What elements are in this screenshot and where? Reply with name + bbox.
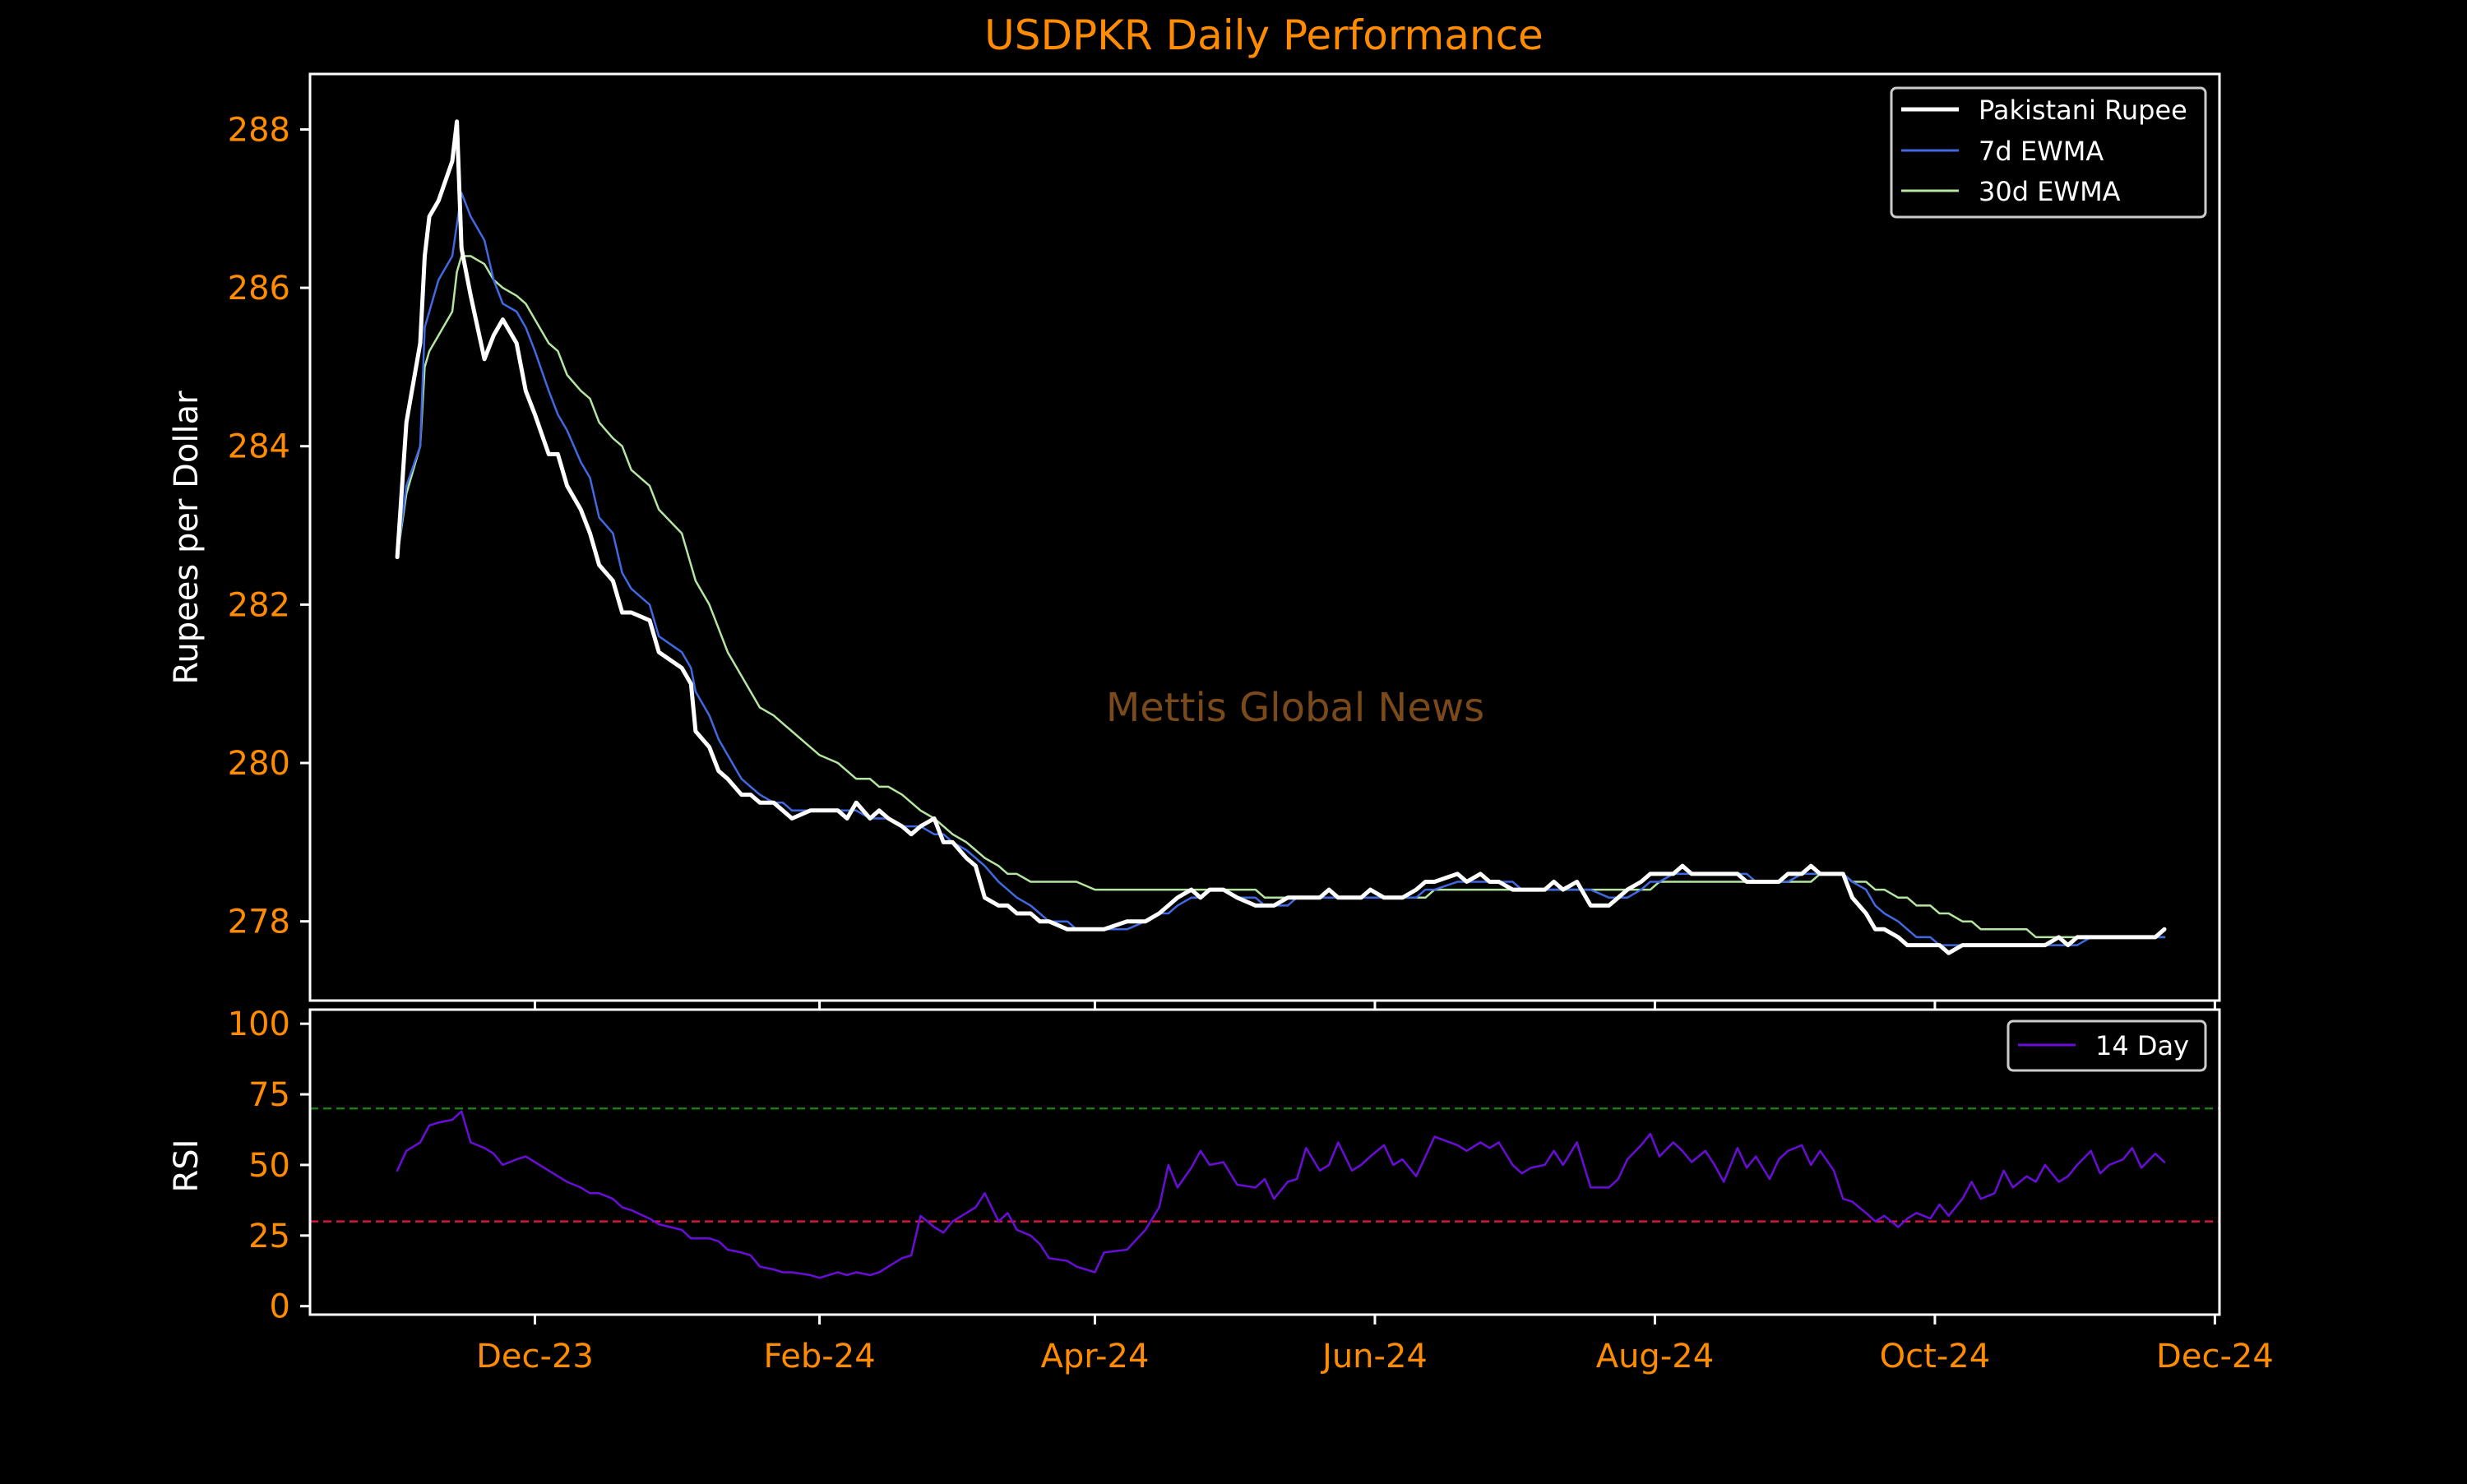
x-tick-label: Oct-24 [1880, 1338, 1991, 1375]
price-panel-frame [308, 72, 2221, 1002]
rsi-y-axis-label: RSI [168, 1140, 206, 1193]
price-y-tick-label: 282 [228, 586, 290, 624]
price-legend-box [1890, 86, 2207, 219]
price-y-tick-label: 280 [228, 745, 290, 783]
rsi-y-tick-label: 0 [270, 1288, 290, 1326]
watermark-text: Mettis Global News [1106, 685, 1484, 731]
price-legend: Pakistani Rupee 7d EWMA 30d EWMA [1890, 86, 2207, 219]
rsi-legend-box [2006, 1019, 2207, 1072]
price-y-axis-label: Rupees per Dollar [168, 391, 206, 685]
rsi-panel-frame [308, 1008, 2221, 1316]
rsi-y-tick-label: 25 [248, 1218, 290, 1255]
rsi-y-tick-label: 50 [248, 1147, 290, 1185]
x-tick-label: Feb-24 [763, 1338, 875, 1375]
price-series-lines [395, 119, 2167, 955]
rsi-panel-ticks: 0 25 50 75 100 [228, 1006, 2219, 1326]
x-tick-label: Jun-24 [1320, 1338, 1428, 1375]
price-panel-ticks: 278 280 282 284 286 288 [228, 111, 310, 941]
chart-title: USDPKR Daily Performance [984, 12, 1544, 59]
rsi-y-tick-label: 75 [248, 1076, 290, 1114]
x-tick-label: Apr-24 [1040, 1338, 1149, 1375]
rsi-legend: 14 Day [2006, 1019, 2207, 1072]
price-y-tick-label: 288 [228, 111, 290, 149]
x-tick-label: Dec-24 [2156, 1338, 2274, 1375]
rsi-series-lines [396, 1110, 2166, 1279]
series-line-rsi-14-day [396, 1110, 2166, 1279]
price-y-tick-label: 284 [228, 428, 290, 466]
legend-label-price: Pakistani Rupee [1979, 95, 2187, 126]
x-tick-label: Dec-23 [476, 1338, 594, 1375]
legend-label-ewma30: 30d EWMA [1979, 176, 2121, 207]
series-line-pakistani-rupee [395, 119, 2167, 955]
rsi-y-tick-label: 100 [228, 1006, 290, 1043]
legend-label-rsi: 14 Day [2095, 1030, 2189, 1061]
legend-label-ewma7: 7d EWMA [1979, 136, 2104, 167]
x-tick-label: Aug-24 [1596, 1338, 1714, 1375]
x-axis: Dec-23 Feb-24 Apr-24 Jun-24 Aug-24 Oct-24 Dec-… [476, 1001, 2274, 1375]
price-y-tick-label: 286 [228, 270, 290, 307]
price-y-tick-label: 278 [228, 904, 290, 941]
